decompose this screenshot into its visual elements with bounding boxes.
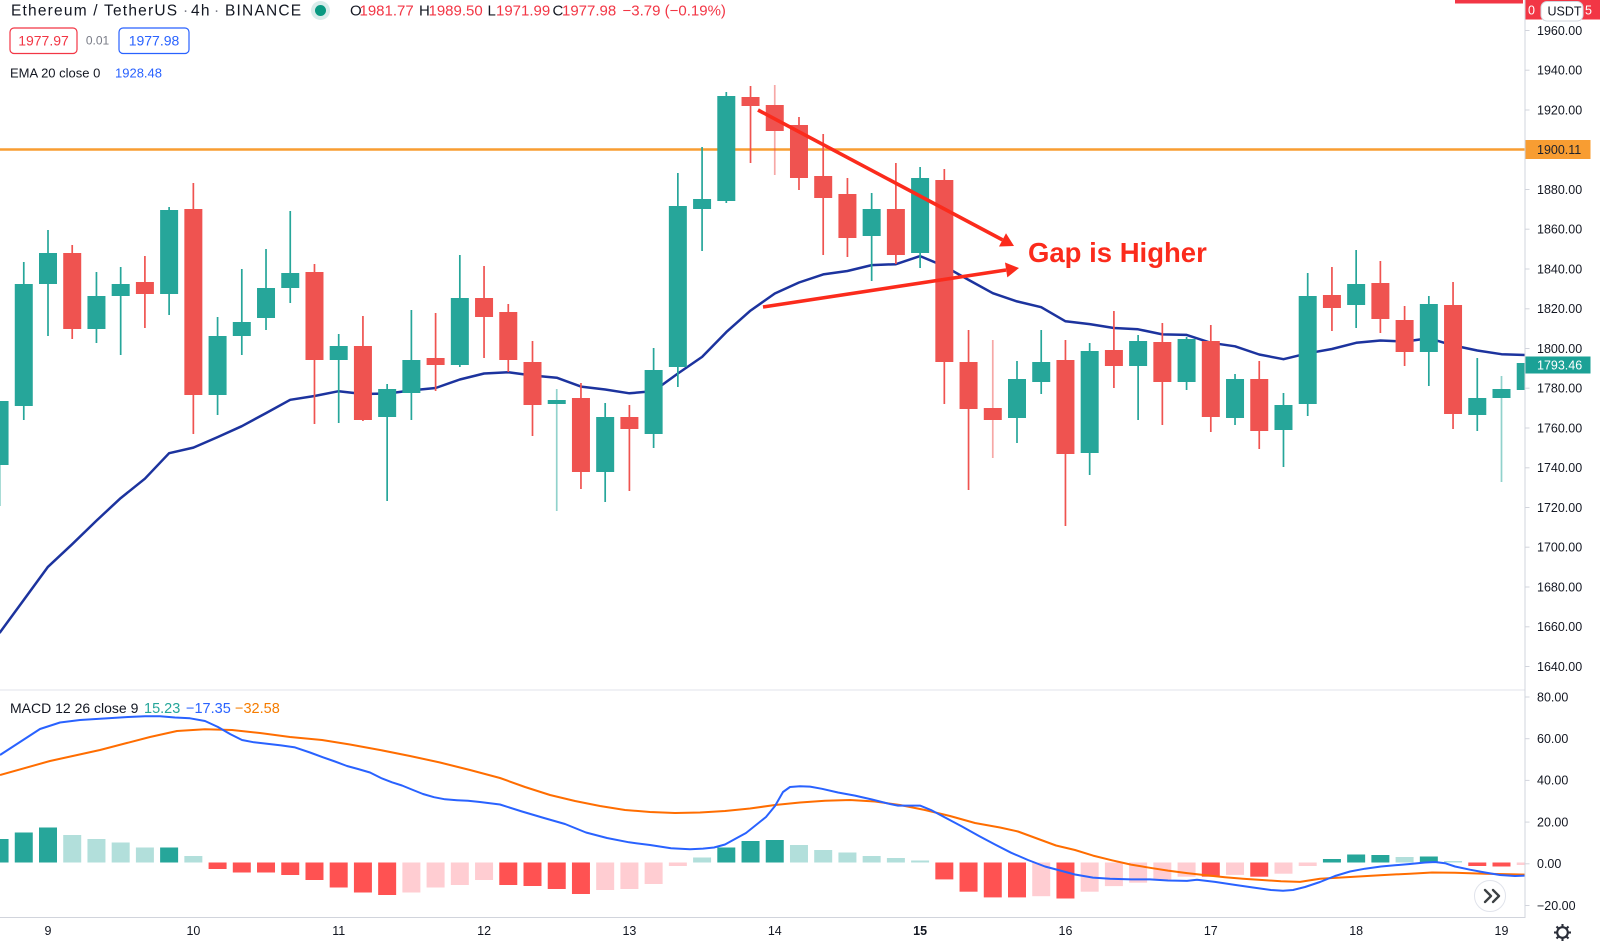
svg-text:18: 18 [1349,924,1363,938]
svg-text:1820.00: 1820.00 [1537,302,1582,316]
svg-text:1920.00: 1920.00 [1537,103,1582,117]
svg-text:4h: 4h [191,3,211,20]
svg-text:BINANCE: BINANCE [225,3,302,20]
svg-text:10: 10 [186,924,200,938]
svg-text:1740.00: 1740.00 [1537,461,1582,475]
svg-text:1800.00: 1800.00 [1537,342,1582,356]
svg-text:20.00: 20.00 [1537,815,1568,829]
svg-text:−3.79 (−0.19%): −3.79 (−0.19%) [623,3,726,20]
svg-text:C: C [553,3,564,20]
svg-text:·: · [214,3,219,20]
svg-text:1793.46: 1793.46 [1537,359,1582,373]
svg-text:1860.00: 1860.00 [1537,223,1582,237]
svg-text:1928.48: 1928.48 [115,66,162,81]
svg-text:1981.77: 1981.77 [360,3,414,20]
svg-text:0.01: 0.01 [86,34,110,48]
svg-text:1971.99: 1971.99 [496,3,550,20]
svg-text:14: 14 [768,924,782,938]
svg-text:MACD 12 26 close 9: MACD 12 26 close 9 [10,700,139,716]
svg-text:60.00: 60.00 [1537,732,1568,746]
svg-text:L: L [488,3,496,20]
svg-text:1989.50: 1989.50 [429,3,483,20]
svg-text:1977.97: 1977.97 [18,33,69,49]
svg-text:17: 17 [1204,924,1218,938]
svg-text:EMA 20 close 0: EMA 20 close 0 [10,66,100,81]
svg-text:1660.00: 1660.00 [1537,620,1582,634]
svg-text:5: 5 [1585,4,1592,18]
svg-text:1700.00: 1700.00 [1537,541,1582,555]
svg-text:15.23: 15.23 [144,701,180,717]
svg-text:1960.00: 1960.00 [1537,24,1582,38]
svg-text:1977.98: 1977.98 [129,33,180,49]
svg-text:11: 11 [332,924,345,938]
svg-text:19: 19 [1495,924,1509,938]
svg-text:O: O [350,3,362,20]
svg-text:1780.00: 1780.00 [1537,382,1582,396]
svg-text:USDT: USDT [1548,5,1582,19]
svg-text:−20.00: −20.00 [1537,899,1576,913]
svg-text:1900.11: 1900.11 [1537,143,1581,157]
svg-text:·: · [183,3,188,20]
svg-text:40.00: 40.00 [1537,774,1568,788]
svg-text:13: 13 [622,924,636,938]
svg-text:1720.00: 1720.00 [1537,501,1582,515]
svg-text:80.00: 80.00 [1537,690,1568,704]
svg-text:1977.98: 1977.98 [562,3,616,20]
svg-text:12: 12 [477,924,491,938]
svg-text:Gap is Higher: Gap is Higher [1028,237,1207,268]
svg-text:−32.58: −32.58 [235,701,280,717]
svg-text:1880.00: 1880.00 [1537,183,1582,197]
svg-text:15: 15 [913,924,927,938]
svg-text:1680.00: 1680.00 [1537,580,1582,594]
svg-text:9: 9 [45,924,52,938]
svg-text:0: 0 [1528,4,1535,18]
svg-text:Ethereum / TetherUS: Ethereum / TetherUS [11,3,178,20]
svg-text:H: H [419,3,430,20]
svg-text:1640.00: 1640.00 [1537,660,1582,674]
svg-text:1940.00: 1940.00 [1537,64,1582,78]
svg-text:16: 16 [1059,924,1073,938]
svg-text:1840.00: 1840.00 [1537,262,1582,276]
svg-text:−17.35: −17.35 [186,701,231,717]
svg-text:1760.00: 1760.00 [1537,421,1582,435]
svg-text:0.00: 0.00 [1537,857,1561,871]
